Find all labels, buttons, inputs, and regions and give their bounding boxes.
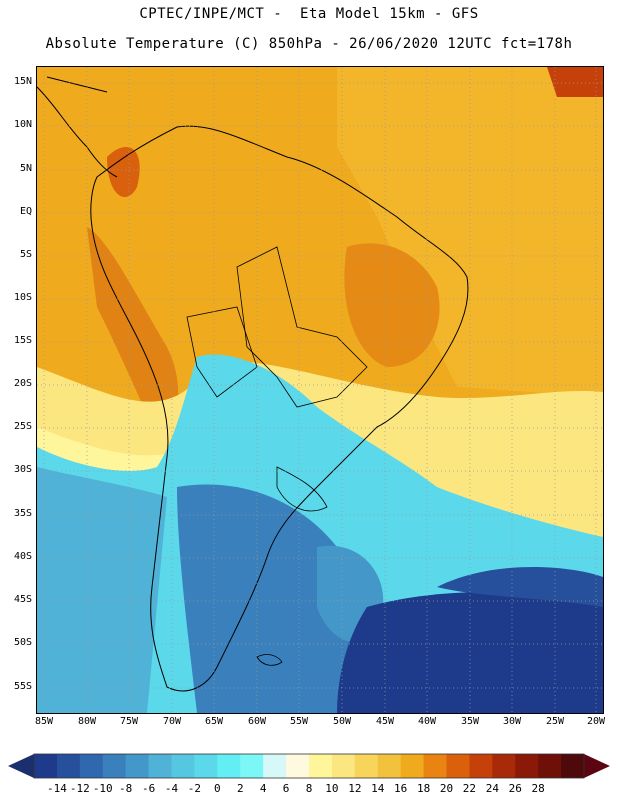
lon-label-40w: 40W xyxy=(417,716,437,727)
central-america-coastline xyxy=(37,86,118,178)
lon-label-65w: 65W xyxy=(204,716,224,727)
map-title-line2: Absolute Temperature (C) 850hPa - 26/06/… xyxy=(45,36,573,52)
country-borders-west xyxy=(186,306,258,398)
colorbar-tick-label: 4 xyxy=(259,782,267,795)
temperature-field xyxy=(37,67,603,713)
cold-core-patagonia xyxy=(177,484,364,713)
colorbar-segment xyxy=(286,754,310,778)
cold-south-atlantic-edge xyxy=(437,567,603,607)
colorbar-segment xyxy=(400,754,425,778)
colorbar-tick-label: 26 xyxy=(508,782,522,795)
hot-spot-atlantic xyxy=(547,67,603,97)
colorbar-tick-label: 8 xyxy=(305,782,313,795)
colorbar-tick-label: 10 xyxy=(325,782,339,795)
lon-label-75w: 75W xyxy=(119,716,139,727)
colorbar-tick-label: -4 xyxy=(164,782,179,795)
lon-label-85w: 85W xyxy=(34,716,54,727)
colorbar-segment xyxy=(263,754,287,778)
colorbar-tick-label: 12 xyxy=(348,782,362,795)
temperature-map xyxy=(36,66,604,714)
lat-label-40s: 40S xyxy=(13,551,32,562)
lat-label-50s: 50S xyxy=(13,637,32,648)
colorbar-tick-label: -6 xyxy=(141,782,156,795)
colorbar-tick-label: -8 xyxy=(119,782,133,795)
colorbar-tick-label: -14 xyxy=(46,782,67,795)
colorbar-segment xyxy=(331,754,356,778)
colorbar-overflow-arrow xyxy=(584,754,610,778)
colorbar-segment xyxy=(309,754,333,778)
cold-pacific xyxy=(37,467,167,713)
colorbar-segment xyxy=(561,754,585,778)
lat-label-20s: 20S xyxy=(13,378,32,389)
colorbar-tick-label: -2 xyxy=(187,782,202,795)
lat-label-30s: 30S xyxy=(13,464,32,475)
lon-label-25w: 25W xyxy=(545,716,565,727)
colorbar-segment xyxy=(171,754,195,778)
very-cold-south-atlantic xyxy=(337,592,603,713)
colorbar-tick-label: 22 xyxy=(462,782,477,795)
colorbar-segment xyxy=(538,754,562,778)
colorbar-segment xyxy=(354,754,379,778)
colorbar-segment xyxy=(148,754,172,778)
colorbar-segment xyxy=(125,754,150,778)
lat-label-15s: 15S xyxy=(13,335,32,346)
south-america-coastline xyxy=(90,125,469,692)
colorbar-tick-label: 0 xyxy=(214,782,221,795)
lat-label-45s: 45S xyxy=(13,594,32,605)
colorbar-tick-label: 2 xyxy=(236,782,244,795)
colorbar-tick-label: -12 xyxy=(69,782,90,795)
lat-label-55s: 55S xyxy=(13,681,32,692)
falkland-islands xyxy=(256,654,283,666)
colorbar-tick-label: 24 xyxy=(485,782,499,795)
colorbar-outline xyxy=(33,753,585,779)
colorbar-segment xyxy=(377,754,402,778)
hot-spot-colombia xyxy=(107,147,140,197)
colorbar-segment xyxy=(217,754,241,778)
lon-label-60w: 60W xyxy=(247,716,267,727)
lon-label-50w: 50W xyxy=(332,716,352,727)
lon-label-45w: 45W xyxy=(375,716,395,727)
lat-label-10s: 10S xyxy=(13,292,32,303)
colorbar-tick-label: -10 xyxy=(92,782,113,795)
caribbean-coastline xyxy=(46,76,108,93)
colorbar-segment xyxy=(423,754,447,778)
uruguay-border xyxy=(276,466,328,512)
colorbar-segment xyxy=(492,754,516,778)
lat-label-5s: 5S xyxy=(19,249,32,260)
country-borders-central xyxy=(236,246,368,408)
colorbar-segment xyxy=(34,754,58,778)
colorbar-segment xyxy=(102,754,127,778)
colorbar-segment xyxy=(446,754,470,778)
temperature-colorbar xyxy=(8,753,610,779)
colorbar-segment xyxy=(515,754,539,778)
hot-spot-brazil xyxy=(344,243,440,367)
lat-label-10n: 10N xyxy=(13,119,32,130)
colorbar-segments xyxy=(34,754,585,778)
lat-label-5n: 5N xyxy=(19,163,32,174)
colorbar-segment xyxy=(194,754,218,778)
lon-label-70w: 70W xyxy=(162,716,182,727)
map-title-line1: CPTEC/INPE/MCT - Eta Model 15km - GFS xyxy=(139,6,479,22)
lon-label-55w: 55W xyxy=(289,716,309,727)
lon-label-80w: 80W xyxy=(77,716,97,727)
lat-label-eq: EQ xyxy=(19,206,32,217)
colorbar-segment xyxy=(469,754,493,778)
colorbar-segment xyxy=(79,754,104,778)
lon-label-20w: 20W xyxy=(586,716,606,727)
colorbar-tick-label: 20 xyxy=(439,782,454,795)
colorbar-tick-label: 28 xyxy=(531,782,545,795)
hot-spot-andes xyxy=(87,227,179,447)
colorbar-underflow-arrow xyxy=(8,754,34,778)
colorbar-tick-label: 16 xyxy=(394,782,408,795)
colorbar-segment xyxy=(240,754,264,778)
lon-label-35w: 35W xyxy=(460,716,480,727)
lat-label-15n: 15N xyxy=(13,76,32,87)
colorbar-tick-label: 6 xyxy=(282,782,290,795)
colorbar-segment xyxy=(56,754,81,778)
lat-label-35s: 35S xyxy=(13,508,32,519)
lat-label-25s: 25S xyxy=(13,421,32,432)
colorbar-tick-label: 14 xyxy=(371,782,385,795)
colorbar-tick-label: 18 xyxy=(416,782,431,795)
lon-label-30w: 30W xyxy=(502,716,522,727)
